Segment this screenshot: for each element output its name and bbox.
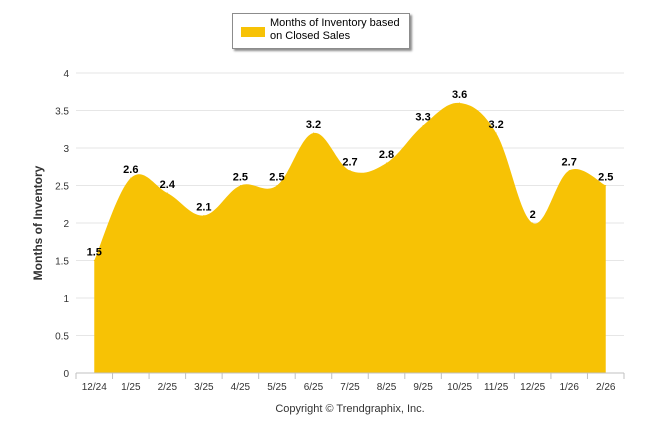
data-point: [276, 185, 278, 186]
data-label: 2.5: [269, 172, 284, 184]
data-label: 2.5: [233, 172, 248, 184]
legend-label-line2: on Closed Sales: [270, 30, 351, 42]
y-tick-label: 2.5: [55, 182, 69, 193]
data-point: [605, 185, 607, 186]
data-label: 2.8: [379, 149, 394, 161]
legend-swatch: [241, 27, 265, 37]
data-label: 3.2: [488, 119, 503, 131]
x-tick-label: 1/26: [559, 382, 579, 393]
x-tick-label: 4/25: [231, 382, 251, 393]
area-series: [94, 102, 606, 374]
x-tick-label: 3/25: [194, 382, 214, 393]
data-label: 2.5: [598, 172, 613, 184]
x-tick-label: 9/25: [413, 382, 433, 393]
x-tick-label: 2/25: [158, 382, 178, 393]
data-label: 1.5: [87, 247, 102, 259]
data-label: 3.2: [306, 119, 321, 131]
x-tick-label: 8/25: [377, 382, 397, 393]
data-point: [130, 177, 132, 179]
data-point: [422, 125, 424, 126]
y-tick-label: 1.5: [55, 257, 69, 268]
data-label: 2.7: [342, 157, 357, 169]
data-point: [386, 162, 388, 164]
legend-label-line1: Months of Inventory based: [270, 17, 400, 29]
x-tick-label: 11/25: [484, 382, 509, 393]
copyright-credit: Copyright © Trendgraphix, Inc.: [275, 403, 425, 415]
data-point: [495, 132, 497, 134]
y-tick-label: 0: [63, 369, 69, 380]
data-point: [459, 102, 461, 104]
data-label: 2.1: [196, 202, 211, 214]
data-point: [93, 260, 95, 261]
legend: Months of Inventory based on Closed Sale…: [232, 13, 410, 49]
y-tick-label: 0.5: [55, 332, 69, 343]
x-tick-label: 7/25: [340, 382, 360, 393]
data-point: [532, 222, 534, 224]
y-axis-title: Months of Inventory: [31, 165, 45, 280]
x-tick-label: 6/25: [304, 382, 324, 393]
data-point: [312, 132, 314, 134]
y-tick-label: 3: [63, 144, 69, 155]
x-tick-label: 10/25: [447, 382, 472, 393]
data-point: [203, 215, 205, 216]
data-label: 2.7: [562, 157, 577, 169]
data-label: 2.4: [160, 179, 176, 191]
y-tick-label: 3.5: [55, 107, 69, 118]
data-point: [166, 192, 168, 194]
y-tick-label: 2: [63, 219, 69, 230]
x-tick-label: 12/25: [520, 382, 545, 393]
x-tick-label: 1/25: [121, 382, 141, 393]
x-tick-label: 2/26: [596, 382, 616, 393]
data-label: 3.3: [415, 112, 430, 124]
x-tick-label: 12/24: [82, 382, 107, 393]
y-tick-label: 4: [63, 69, 69, 80]
data-label: 3.6: [452, 89, 467, 101]
data-label: 2: [530, 209, 536, 221]
data-point: [568, 170, 570, 171]
y-tick-label: 1: [63, 294, 69, 305]
data-point: [239, 185, 241, 186]
x-tick-label: 5/25: [267, 382, 287, 393]
data-point: [349, 170, 351, 171]
legend-label: Months of Inventory based on Closed Sale…: [270, 17, 410, 43]
data-label: 2.6: [123, 164, 138, 176]
